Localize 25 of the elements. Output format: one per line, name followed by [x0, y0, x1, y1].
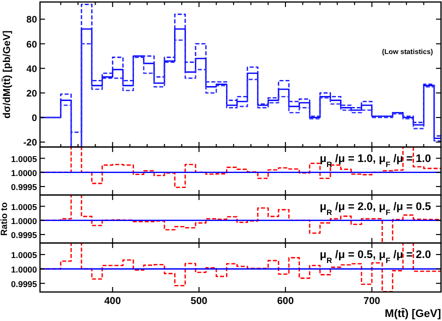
y-axis-title: Ratio to — [0, 202, 9, 236]
y-tick-label: 0.9995 — [11, 230, 38, 240]
y-tick-label: 0.9995 — [11, 278, 38, 289]
x-tick-label: 600 — [277, 296, 294, 307]
y-tick-label: 20 — [26, 88, 37, 100]
annotation: μ$_{R}$/μ = 2.0, μ$_{F}$/μ = 0.5 — [320, 201, 431, 216]
y-tick-label: 1.0000 — [11, 264, 38, 274]
y-tick-label: 1.0000 — [11, 168, 38, 178]
y-tick-label: 80 — [26, 14, 37, 26]
y-tick-label: -20 — [23, 138, 37, 149]
y-tick-label: 1.0005 — [11, 154, 38, 164]
annotation: μ$_{R}$/μ = 0.5, μ$_{F}$/μ = 2.0 — [320, 249, 431, 264]
y-tick-label: 40 — [26, 64, 37, 75]
y-axis-title: dσ/dM(tt̄) [pb/GeV] — [1, 30, 13, 118]
x-axis-title: M(tt̄) [GeV] — [384, 308, 442, 320]
x-tick-label: 400 — [104, 296, 122, 307]
x-tick-label: 700 — [364, 296, 381, 307]
y-tick-label: 1.0000 — [11, 216, 38, 226]
y-tick-label: 60 — [26, 39, 37, 50]
annotation: μ$_{R}$/μ = 1.0, μ$_{F}$/μ = 1.0 — [320, 153, 431, 168]
y-tick-label: 0 — [32, 113, 37, 124]
y-tick-label: 0.9995 — [11, 182, 38, 192]
y-tick-label: 1.0005 — [11, 250, 38, 260]
y-tick-label: 1.0005 — [11, 202, 38, 212]
x-tick-label: 500 — [190, 296, 208, 307]
